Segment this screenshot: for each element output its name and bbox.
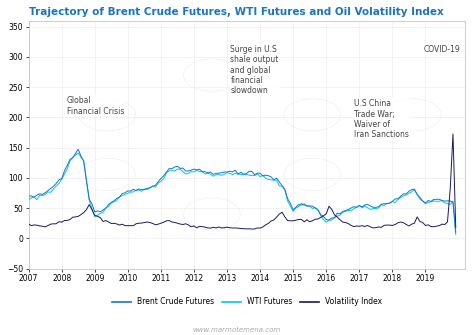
Brent Crude Futures — [188, 168, 194, 172]
Brent Crude Futures — [373, 205, 379, 209]
Line: Volatility Index: Volatility Index — [28, 134, 456, 229]
Volatility Index — [453, 225, 458, 229]
Text: Surge in U.S
shale output
and global
financial
slowdown: Surge in U.S shale output and global fin… — [230, 45, 279, 95]
WTI Futures — [205, 172, 210, 176]
Brent Crude Futures — [26, 194, 31, 198]
WTI Futures — [75, 151, 81, 155]
Brent Crude Futures — [282, 188, 288, 192]
Brent Crude Futures — [323, 218, 329, 222]
Volatility Index — [323, 212, 329, 216]
WTI Futures — [136, 188, 142, 192]
Brent Crude Futures — [136, 187, 142, 191]
Volatility Index — [450, 132, 456, 136]
Volatility Index — [202, 225, 208, 229]
Text: U.S China
Trade War;
Waiver of
Iran Sanctions: U.S China Trade War; Waiver of Iran Sanc… — [355, 99, 409, 139]
Volatility Index — [186, 223, 191, 227]
Text: www.marmotemena.com: www.marmotemena.com — [193, 327, 281, 333]
WTI Futures — [26, 198, 31, 202]
Text: Global
Financial Crisis: Global Financial Crisis — [67, 96, 124, 116]
WTI Futures — [188, 170, 194, 174]
Brent Crude Futures — [75, 147, 81, 151]
WTI Futures — [373, 207, 379, 211]
Line: Brent Crude Futures: Brent Crude Futures — [28, 149, 456, 232]
Text: Trajectory of Brent Crude Futures, WTI Futures and Oil Volatility Index: Trajectory of Brent Crude Futures, WTI F… — [28, 7, 443, 17]
Volatility Index — [249, 227, 255, 231]
Legend: Brent Crude Futures, WTI Futures, Volatility Index: Brent Crude Futures, WTI Futures, Volati… — [109, 294, 385, 310]
WTI Futures — [282, 188, 288, 192]
Line: WTI Futures: WTI Futures — [28, 153, 456, 234]
Text: COVID-19: COVID-19 — [424, 45, 461, 54]
Volatility Index — [282, 215, 288, 219]
Volatility Index — [373, 226, 379, 230]
Brent Crude Futures — [453, 230, 458, 234]
WTI Futures — [453, 232, 458, 237]
Brent Crude Futures — [205, 171, 210, 175]
Volatility Index — [133, 222, 139, 226]
Volatility Index — [26, 222, 31, 226]
WTI Futures — [323, 220, 329, 224]
